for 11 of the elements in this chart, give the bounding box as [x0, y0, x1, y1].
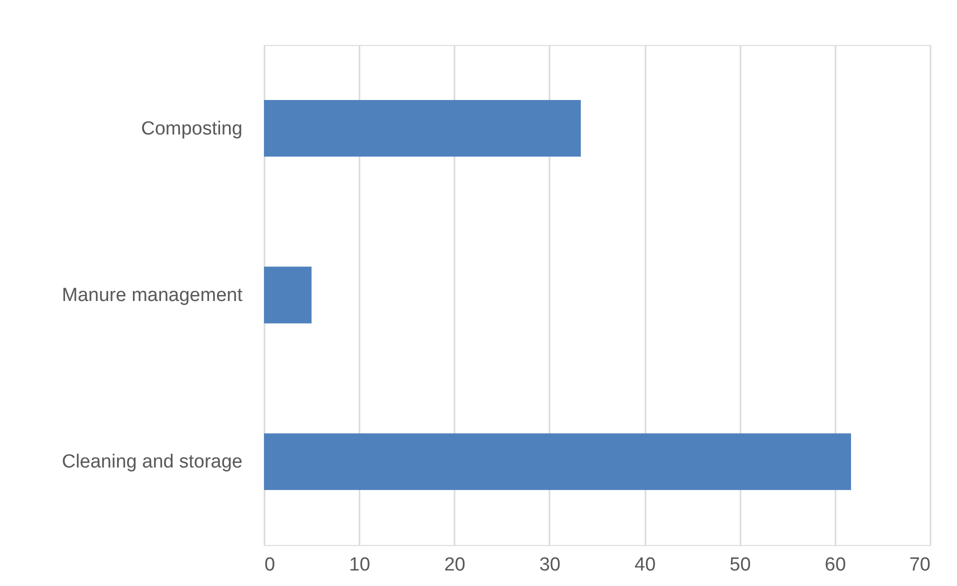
y-tick-label: Cleaning and storage	[62, 452, 242, 473]
x-tick-label: 10	[349, 554, 370, 576]
x-tick-label: 30	[539, 554, 560, 576]
x-tick-label: 70	[909, 554, 930, 576]
x-tick-label: 0	[264, 554, 276, 576]
x-tick-label: 50	[730, 554, 751, 576]
x-tick-label: 40	[634, 554, 656, 576]
y-tick-label: Composting	[141, 118, 242, 140]
x-tick-label: 60	[824, 554, 846, 576]
y-tick-label: Manure management	[62, 285, 244, 306]
x-tick-label: 20	[444, 554, 466, 576]
